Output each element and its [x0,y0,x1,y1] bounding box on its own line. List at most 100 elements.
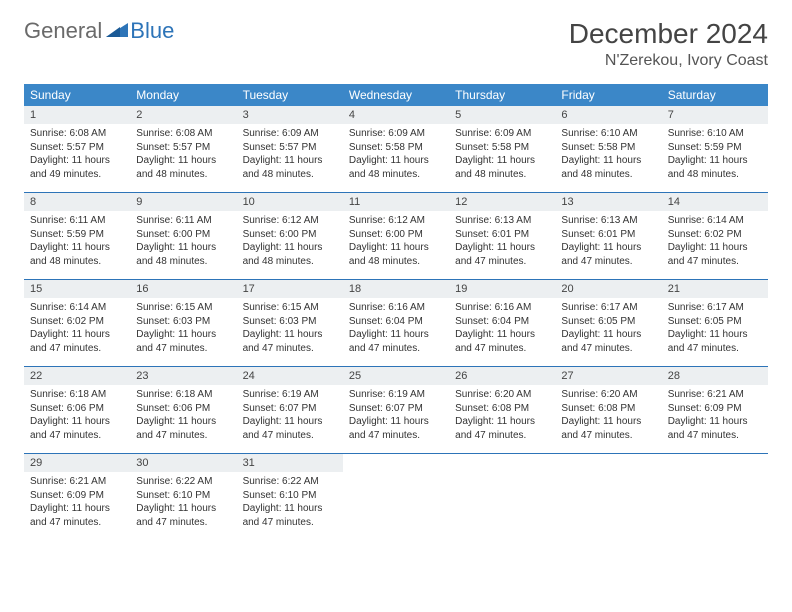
day-cell: 15Sunrise: 6:14 AMSunset: 6:02 PMDayligh… [24,280,130,366]
sunrise-text: Sunrise: 6:09 AM [243,127,337,141]
day-cell: 31Sunrise: 6:22 AMSunset: 6:10 PMDayligh… [237,454,343,540]
daylight-text: Daylight: 11 hours and 47 minutes. [561,415,655,442]
day-headers-row: Sunday Monday Tuesday Wednesday Thursday… [24,84,768,106]
month-title: December 2024 [569,18,768,50]
daylight-text: Daylight: 11 hours and 48 minutes. [349,154,443,181]
day-cell: 28Sunrise: 6:21 AMSunset: 6:09 PMDayligh… [662,367,768,453]
sunset-text: Sunset: 6:02 PM [668,228,762,242]
day-header-friday: Friday [555,84,661,106]
day-cell: 8Sunrise: 6:11 AMSunset: 5:59 PMDaylight… [24,193,130,279]
day-cell: 21Sunrise: 6:17 AMSunset: 6:05 PMDayligh… [662,280,768,366]
calendar: Sunday Monday Tuesday Wednesday Thursday… [24,84,768,540]
logo-text-blue: Blue [130,18,174,44]
day-number: 30 [130,454,236,472]
daylight-text: Daylight: 11 hours and 48 minutes. [561,154,655,181]
sunset-text: Sunset: 6:08 PM [561,402,655,416]
day-number: 25 [343,367,449,385]
day-content: Sunrise: 6:08 AMSunset: 5:57 PMDaylight:… [24,124,130,187]
day-cell: 14Sunrise: 6:14 AMSunset: 6:02 PMDayligh… [662,193,768,279]
sunset-text: Sunset: 6:04 PM [349,315,443,329]
day-cell: 29Sunrise: 6:21 AMSunset: 6:09 PMDayligh… [24,454,130,540]
day-cell: 6Sunrise: 6:10 AMSunset: 5:58 PMDaylight… [555,106,661,192]
day-header-sunday: Sunday [24,84,130,106]
sunrise-text: Sunrise: 6:08 AM [136,127,230,141]
sunrise-text: Sunrise: 6:18 AM [136,388,230,402]
daylight-text: Daylight: 11 hours and 47 minutes. [668,415,762,442]
page-header: General Blue December 2024 N'Zerekou, Iv… [24,18,768,70]
sunrise-text: Sunrise: 6:22 AM [136,475,230,489]
day-number: 6 [555,106,661,124]
logo-text-general: General [24,18,102,44]
sunset-text: Sunset: 6:07 PM [243,402,337,416]
day-cell: 9Sunrise: 6:11 AMSunset: 6:00 PMDaylight… [130,193,236,279]
sunset-text: Sunset: 6:04 PM [455,315,549,329]
daylight-text: Daylight: 11 hours and 47 minutes. [349,328,443,355]
sunrise-text: Sunrise: 6:22 AM [243,475,337,489]
sunrise-text: Sunrise: 6:09 AM [349,127,443,141]
sunset-text: Sunset: 6:00 PM [243,228,337,242]
day-cell: 19Sunrise: 6:16 AMSunset: 6:04 PMDayligh… [449,280,555,366]
day-content: Sunrise: 6:21 AMSunset: 6:09 PMDaylight:… [24,472,130,535]
day-cell: 16Sunrise: 6:15 AMSunset: 6:03 PMDayligh… [130,280,236,366]
day-number: 23 [130,367,236,385]
day-header-tuesday: Tuesday [237,84,343,106]
day-cell: 20Sunrise: 6:17 AMSunset: 6:05 PMDayligh… [555,280,661,366]
daylight-text: Daylight: 11 hours and 47 minutes. [136,328,230,355]
sunset-text: Sunset: 5:58 PM [561,141,655,155]
day-number: 16 [130,280,236,298]
daylight-text: Daylight: 11 hours and 48 minutes. [668,154,762,181]
day-content: Sunrise: 6:22 AMSunset: 6:10 PMDaylight:… [130,472,236,535]
day-number: 17 [237,280,343,298]
sunrise-text: Sunrise: 6:19 AM [243,388,337,402]
day-number: 29 [24,454,130,472]
day-content: Sunrise: 6:19 AMSunset: 6:07 PMDaylight:… [343,385,449,448]
day-cell: 25Sunrise: 6:19 AMSunset: 6:07 PMDayligh… [343,367,449,453]
sunset-text: Sunset: 6:06 PM [30,402,124,416]
calendar-week: 29Sunrise: 6:21 AMSunset: 6:09 PMDayligh… [24,453,768,540]
sunrise-text: Sunrise: 6:17 AM [668,301,762,315]
sunrise-text: Sunrise: 6:16 AM [455,301,549,315]
sunset-text: Sunset: 6:07 PM [349,402,443,416]
weeks-container: 1Sunrise: 6:08 AMSunset: 5:57 PMDaylight… [24,106,768,540]
day-number: 20 [555,280,661,298]
daylight-text: Daylight: 11 hours and 47 minutes. [455,328,549,355]
sunset-text: Sunset: 6:06 PM [136,402,230,416]
day-content: Sunrise: 6:18 AMSunset: 6:06 PMDaylight:… [24,385,130,448]
day-cell: 2Sunrise: 6:08 AMSunset: 5:57 PMDaylight… [130,106,236,192]
daylight-text: Daylight: 11 hours and 47 minutes. [30,328,124,355]
day-cell [662,454,768,540]
calendar-week: 8Sunrise: 6:11 AMSunset: 5:59 PMDaylight… [24,192,768,279]
daylight-text: Daylight: 11 hours and 47 minutes. [668,241,762,268]
day-content: Sunrise: 6:09 AMSunset: 5:58 PMDaylight:… [343,124,449,187]
day-content: Sunrise: 6:14 AMSunset: 6:02 PMDaylight:… [24,298,130,361]
day-content: Sunrise: 6:09 AMSunset: 5:57 PMDaylight:… [237,124,343,187]
daylight-text: Daylight: 11 hours and 47 minutes. [455,415,549,442]
day-content: Sunrise: 6:08 AMSunset: 5:57 PMDaylight:… [130,124,236,187]
day-cell: 3Sunrise: 6:09 AMSunset: 5:57 PMDaylight… [237,106,343,192]
day-cell: 12Sunrise: 6:13 AMSunset: 6:01 PMDayligh… [449,193,555,279]
day-cell: 18Sunrise: 6:16 AMSunset: 6:04 PMDayligh… [343,280,449,366]
day-content: Sunrise: 6:16 AMSunset: 6:04 PMDaylight:… [343,298,449,361]
sunset-text: Sunset: 5:59 PM [30,228,124,242]
day-number: 5 [449,106,555,124]
sunrise-text: Sunrise: 6:09 AM [455,127,549,141]
day-content: Sunrise: 6:15 AMSunset: 6:03 PMDaylight:… [130,298,236,361]
day-content: Sunrise: 6:13 AMSunset: 6:01 PMDaylight:… [449,211,555,274]
day-number: 15 [24,280,130,298]
sunset-text: Sunset: 6:02 PM [30,315,124,329]
day-number: 21 [662,280,768,298]
day-number: 22 [24,367,130,385]
logo: General Blue [24,18,174,44]
day-number: 28 [662,367,768,385]
daylight-text: Daylight: 11 hours and 47 minutes. [243,502,337,529]
location: N'Zerekou, Ivory Coast [569,52,768,70]
sunset-text: Sunset: 5:57 PM [30,141,124,155]
sunrise-text: Sunrise: 6:19 AM [349,388,443,402]
sunset-text: Sunset: 5:57 PM [243,141,337,155]
daylight-text: Daylight: 11 hours and 47 minutes. [30,502,124,529]
day-number: 3 [237,106,343,124]
daylight-text: Daylight: 11 hours and 47 minutes. [136,415,230,442]
day-cell [449,454,555,540]
day-number: 13 [555,193,661,211]
day-cell: 17Sunrise: 6:15 AMSunset: 6:03 PMDayligh… [237,280,343,366]
